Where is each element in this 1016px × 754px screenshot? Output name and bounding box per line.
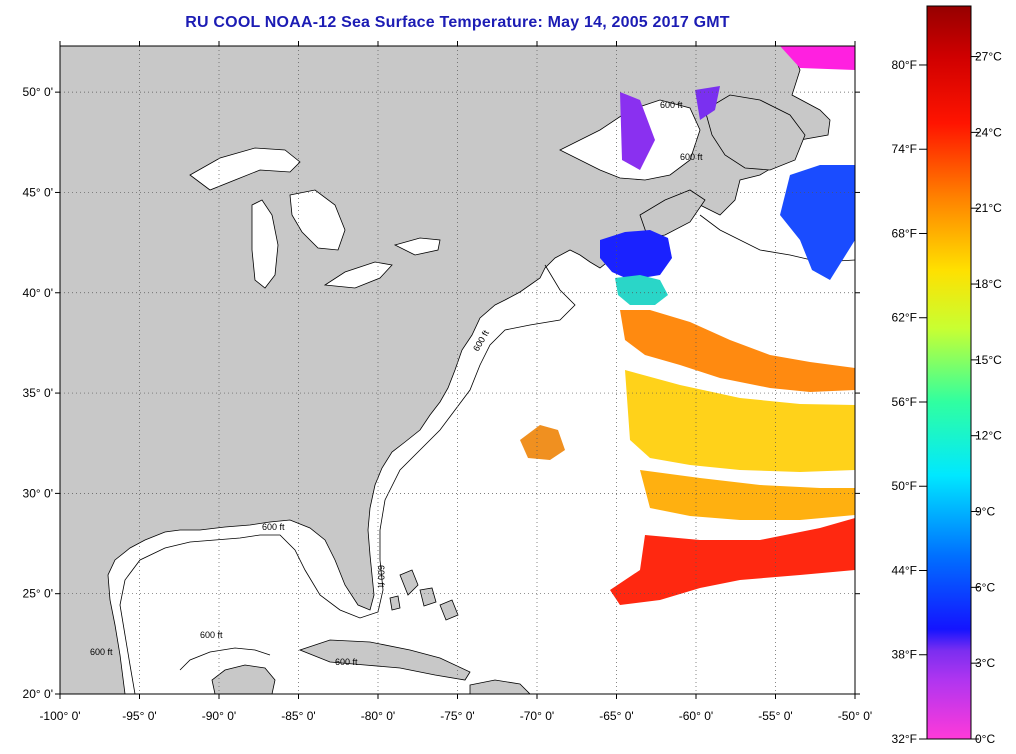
lat-tick-label: 40° 0' — [23, 286, 53, 300]
depth-contour-600ft-gulf — [179, 647, 271, 671]
lon-tick-label: -65° 0' — [599, 709, 633, 723]
lon-tick-label: -90° 0' — [202, 709, 236, 723]
colorbar-c-label: 0°C — [975, 732, 995, 746]
lake-erie — [323, 261, 393, 289]
lon-tick-label: -75° 0' — [440, 709, 474, 723]
depth-contour-label: 600 ft — [90, 647, 113, 657]
sst-patch-south — [640, 470, 855, 520]
colorbar-c-label: 6°C — [975, 580, 995, 594]
depth-contour-label: 600 ft — [262, 522, 285, 532]
map-title: RU COOL NOAA-12 Sea Surface Temperature:… — [185, 14, 730, 31]
colorbar-c-label: 27°C — [975, 50, 1002, 64]
colorbar-c-label: 24°C — [975, 125, 1002, 139]
colorbar-c-label: 12°C — [975, 429, 1002, 443]
colorbar-f-label: 38°F — [892, 648, 917, 662]
newfoundland-land — [704, 94, 806, 171]
lon-tick-label: -80° 0' — [361, 709, 395, 723]
colorbar-f-label: 68°F — [892, 226, 917, 240]
lake-huron — [289, 189, 346, 251]
bahamas-islands — [389, 569, 459, 621]
great-lakes — [189, 147, 441, 289]
lake-superior — [189, 147, 301, 191]
sst-patch-tropical — [610, 518, 855, 605]
colorbar-celsius-labels: 27°C 24°C 21°C 18°C 15°C 12°C 9°C 6°C 3°C 0°C — [971, 50, 1002, 746]
depth-contour-label: 600 ft — [376, 565, 386, 588]
lon-tick-label: -70° 0' — [520, 709, 554, 723]
sst-patch-labrador — [780, 46, 855, 70]
depth-contour-label: 600 ft — [660, 100, 683, 110]
colorbar-f-label: 80°F — [892, 58, 917, 72]
lon-tick-label: -95° 0' — [122, 709, 156, 723]
sst-patch-georges — [615, 275, 668, 305]
lat-tick-label: 20° 0' — [23, 687, 53, 701]
sst-patch-grand-banks — [780, 165, 855, 280]
colorbar-c-label: 18°C — [975, 277, 1002, 291]
sst-patch-gulf-stl — [695, 86, 720, 120]
lon-tick-label: -85° 0' — [281, 709, 315, 723]
lat-tick-label: 35° 0' — [23, 386, 53, 400]
colorbar-c-label: 3°C — [975, 656, 995, 670]
sst-patch-newfoundland — [620, 92, 655, 170]
depth-contour-600ft — [119, 264, 576, 694]
lon-tick-label: -100° 0' — [39, 709, 80, 723]
lon-tick-label: -55° 0' — [758, 709, 792, 723]
graticule — [60, 46, 855, 694]
lon-tick-label: -50° 0' — [838, 709, 872, 723]
sst-patch-sargasso — [625, 370, 855, 472]
depth-contour-label: 600 ft — [200, 630, 223, 640]
yucatan-land — [211, 664, 276, 694]
lat-tick-label: 50° 0' — [23, 85, 53, 99]
colorbar-f-label: 74°F — [892, 142, 917, 156]
colorbar-c-label: 9°C — [975, 505, 995, 519]
colorbar-c-label: 15°C — [975, 353, 1002, 367]
latitude-axis: 50° 0' 45° 0' 40° 0' 35° 0' 30° 0' 25° 0' 20° … — [23, 85, 860, 701]
lat-tick-label: 25° 0' — [23, 587, 53, 601]
colorbar-c-label: 21°C — [975, 201, 1002, 215]
hispaniola-land — [469, 679, 531, 694]
depth-contour-label: 600 ft — [680, 152, 703, 162]
sst-swath — [520, 46, 855, 605]
cuba-land — [298, 639, 471, 681]
sst-patch-gulf-stream — [620, 310, 855, 392]
lake-michigan — [251, 199, 279, 289]
depth-contour-label: 600 ft — [335, 657, 358, 667]
lon-tick-label: -60° 0' — [679, 709, 713, 723]
sst-patch-gulf-maine — [600, 230, 672, 280]
colorbar-f-label: 50°F — [892, 479, 917, 493]
colorbar-f-label: 44°F — [892, 563, 917, 577]
colorbar — [926, 5, 972, 740]
lake-ontario — [393, 237, 441, 256]
lat-tick-label: 30° 0' — [23, 486, 53, 500]
sst-patch-offshore — [520, 425, 565, 460]
lat-tick-label: 45° 0' — [23, 185, 53, 199]
colorbar-f-label: 32°F — [892, 732, 917, 746]
colorbar-fahrenheit-labels: 80°F 74°F 68°F 62°F 56°F 50°F 44°F 38°F 32°F — [892, 58, 927, 746]
colorbar-f-label: 56°F — [892, 395, 917, 409]
longitude-axis: -100° 0' -95° 0' -90° 0' -85° 0' -80° 0' -75°… — [39, 41, 872, 723]
colorbar-f-label: 62°F — [892, 311, 917, 325]
